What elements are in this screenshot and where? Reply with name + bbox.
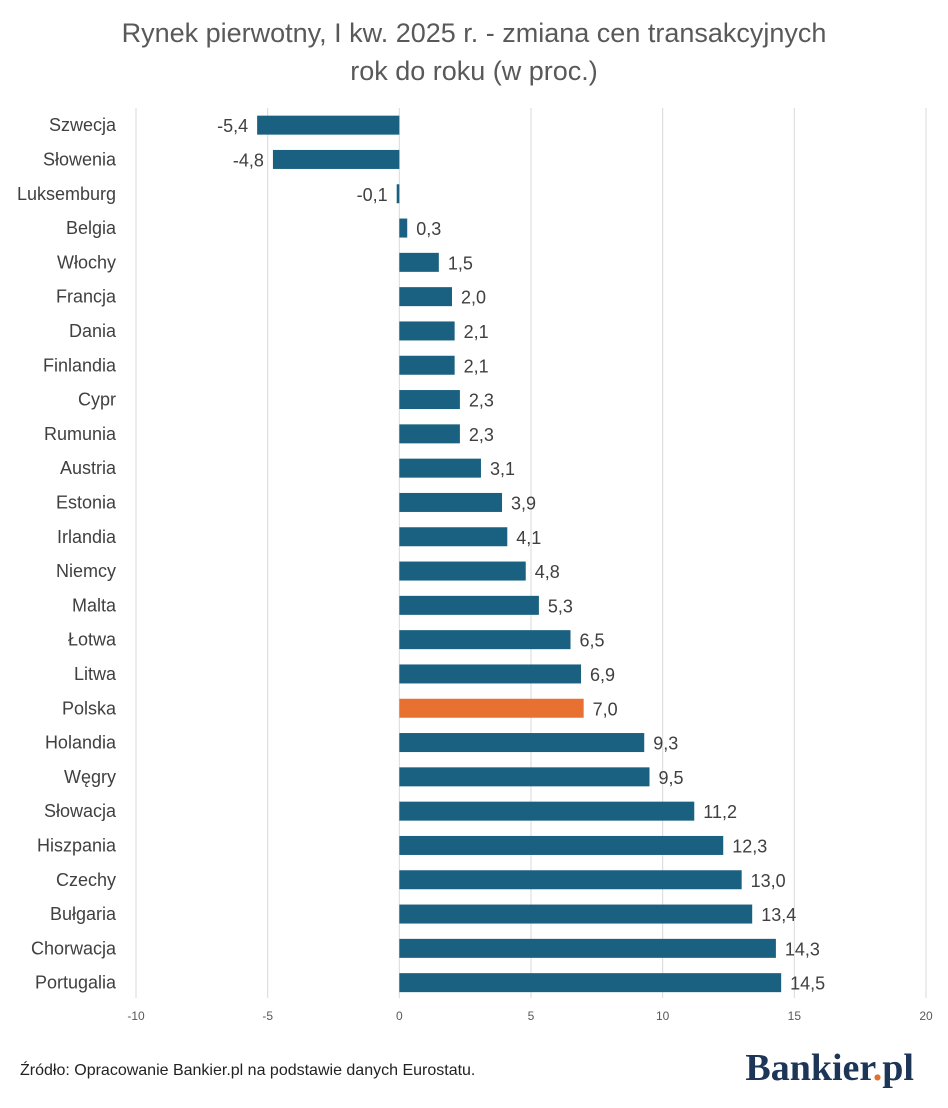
category-label: Irlandia [57,527,117,547]
data-label: 9,3 [653,734,678,754]
category-label: Włochy [57,252,116,272]
category-label: Malta [72,595,117,615]
bar-chart: -10 -5 0 5 10 15 20 Szwecja -5,4 Słowenia -4,8 Luks… [17,108,933,1023]
data-label: 2,3 [469,425,494,445]
data-label: 2,0 [461,288,486,308]
category-label: Litwa [74,664,117,684]
bar [399,424,460,444]
brand-logo-name: Bankier [745,1047,873,1089]
x-tick-label: 5 [528,1009,535,1023]
bar [399,252,439,272]
bar [399,458,481,478]
bar [257,115,400,135]
category-label: Polska [62,698,117,718]
brand-logo-suffix: pl [882,1047,914,1089]
data-label: 4,1 [516,528,541,548]
bar [399,355,455,375]
bar [399,287,452,307]
category-label: Estonia [56,492,117,512]
bar [399,492,503,512]
bar [399,835,724,855]
brand-logo-dot: . [872,1047,883,1089]
category-label: Hiszpania [37,835,117,855]
x-tick-label: -10 [127,1009,145,1023]
x-tick-label: -5 [262,1009,273,1023]
data-label: 1,5 [448,253,473,273]
data-label: 4,8 [535,562,560,582]
category-label: Dania [69,321,117,341]
x-tick-label: 0 [396,1009,403,1023]
bar [399,630,571,650]
bar [399,904,753,924]
data-label: 2,3 [469,391,494,411]
source-note: Źródło: Opracowanie Bankier.pl na podsta… [20,1062,476,1079]
bar [399,527,508,547]
bar [272,149,400,169]
brand-logo: Bankier.pl [745,1046,914,1090]
category-label: Czechy [56,870,116,890]
bar [399,733,645,753]
category-label: Cypr [78,390,116,410]
data-label: 14,5 [790,974,825,994]
chart-title-line2: rok do roku (w proc.) [350,56,598,86]
category-label: Belgia [66,218,117,238]
bar [399,390,460,410]
category-label: Niemcy [56,561,116,581]
data-label: 9,5 [659,768,684,788]
category-label: Słowacja [44,801,117,821]
bar [399,664,582,684]
data-label: 3,9 [511,493,536,513]
data-label: 5,3 [548,596,573,616]
data-label: -0,1 [357,185,388,205]
category-label: Rumunia [44,424,117,444]
category-label: Francja [56,287,117,307]
data-label: 11,2 [703,802,737,822]
data-label: 0,3 [416,219,441,239]
chart-title-line1: Rynek pierwotny, I kw. 2025 r. - zmiana … [121,18,827,48]
data-label: 13,4 [761,905,796,925]
bar [399,938,776,958]
category-label: Węgry [64,767,116,787]
bar [399,595,539,615]
category-label: Austria [60,458,117,478]
data-label: -4,8 [233,150,264,170]
bar [399,870,742,890]
chart-title: Rynek pierwotny, I kw. 2025 r. - zmiana … [0,14,948,90]
bar [399,561,526,581]
data-label: 14,3 [785,939,820,959]
data-label: 6,9 [590,665,615,685]
category-label: Finlandia [43,355,117,375]
bar [399,973,782,993]
x-tick-label: 10 [656,1009,670,1023]
bar [399,218,408,238]
category-label: Łotwa [68,630,117,650]
bar [396,184,400,204]
x-tick-label: 20 [919,1009,933,1023]
bar [399,801,695,821]
category-label: Luksemburg [17,184,116,204]
data-label: 3,1 [490,459,515,479]
data-label: -5,4 [217,116,248,136]
data-label: 13,0 [751,871,786,891]
category-label: Chorwacja [31,938,117,958]
data-label: 2,1 [464,356,489,376]
category-label: Bułgaria [50,904,117,924]
category-label: Szwecja [49,115,117,135]
bar [399,767,650,787]
data-label: 2,1 [464,322,489,342]
data-label: 7,0 [593,699,618,719]
bar [399,698,584,718]
bar [399,321,455,341]
x-tick-label: 15 [788,1009,802,1023]
category-label: Portugalia [35,973,117,993]
category-label: Holandia [45,733,117,753]
data-label: 12,3 [732,836,767,856]
category-label: Słowenia [43,149,117,169]
data-label: 6,5 [580,631,605,651]
